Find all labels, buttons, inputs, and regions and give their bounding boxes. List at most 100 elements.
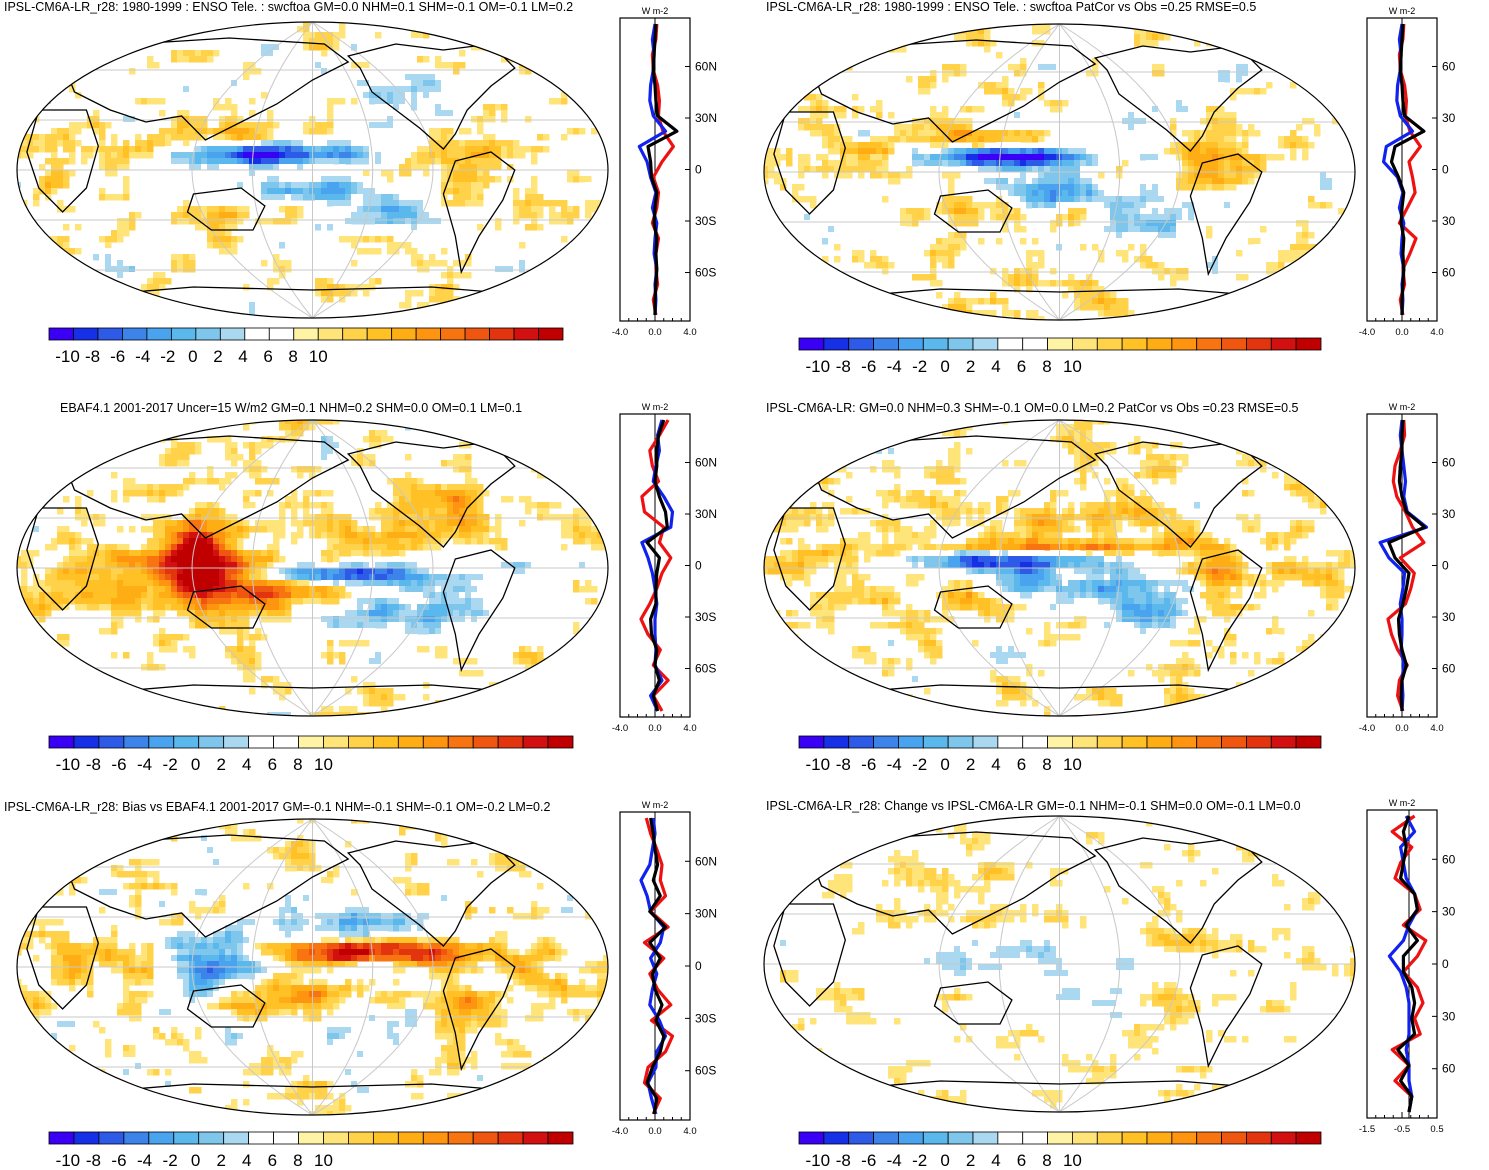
map-cell (1080, 148, 1087, 155)
map-cell (798, 196, 805, 203)
map-cell (852, 154, 859, 161)
map-cell (816, 226, 823, 233)
map-cell (846, 100, 853, 107)
map-cell (1164, 196, 1171, 203)
map-cell (315, 206, 322, 213)
map-cell (393, 74, 400, 81)
map-cell (1020, 226, 1027, 233)
map-cell (423, 152, 430, 159)
map-cell (117, 236, 124, 243)
map-cell (888, 262, 895, 269)
map-cell (1008, 310, 1015, 317)
map-cell (1272, 262, 1279, 269)
map-cell (1212, 304, 1219, 311)
map-cell (243, 134, 250, 141)
map-cell (942, 70, 949, 77)
map-cell (183, 128, 190, 135)
map-cell (762, 64, 769, 71)
map-cell (255, 188, 262, 195)
map-cell (171, 122, 178, 129)
map-cell (834, 220, 841, 227)
map-cell (1008, 190, 1015, 197)
map-cell (375, 194, 382, 201)
map-cell (429, 212, 436, 219)
map-cell (351, 98, 358, 105)
map-cell (201, 290, 208, 297)
map-cell (912, 250, 919, 257)
map-cell (864, 22, 871, 29)
map-cell (1200, 22, 1207, 29)
map-cell (1200, 142, 1207, 149)
map-cell (513, 266, 520, 273)
map-cell (1266, 286, 1273, 293)
map-cell (1272, 208, 1279, 215)
map-cell (966, 292, 973, 299)
map-cell (1008, 184, 1015, 191)
map-cell (948, 202, 955, 209)
map-cell (33, 248, 40, 255)
map-cell (1134, 196, 1141, 203)
map-cell (1224, 196, 1231, 203)
map-cell (375, 188, 382, 195)
map-cell (1092, 124, 1099, 131)
map-cell (1086, 226, 1093, 233)
map-cell (972, 280, 979, 287)
map-cell (297, 176, 304, 183)
map-cell (303, 254, 310, 261)
map-cell (411, 104, 418, 111)
map-cell (924, 250, 931, 257)
map-cell (1104, 184, 1111, 191)
map-cell (297, 194, 304, 201)
map-cell (363, 248, 370, 255)
map-cell (1290, 244, 1297, 251)
map-cell (1116, 82, 1123, 89)
map-cell (906, 214, 913, 221)
map-cell (297, 242, 304, 249)
map-cell (954, 172, 961, 179)
map-cell (864, 160, 871, 167)
map-cell (561, 212, 568, 219)
map-cell (1206, 304, 1213, 311)
map-cell (429, 230, 436, 237)
map-cell (411, 248, 418, 255)
map-cell (960, 88, 967, 95)
map-cell (810, 52, 817, 59)
map-cell (531, 152, 538, 159)
map-cell (375, 218, 382, 225)
map-cell (15, 134, 22, 141)
map-cell (231, 146, 238, 153)
map-cell (822, 208, 829, 215)
map-cell (972, 214, 979, 221)
map-cell (768, 46, 775, 53)
map-cell (1206, 256, 1213, 263)
map-cell (303, 224, 310, 231)
map-cell (816, 100, 823, 107)
map-cell (1206, 130, 1213, 137)
colorbar-box (49, 328, 73, 340)
map-cell (1128, 184, 1135, 191)
map-cell (177, 152, 184, 159)
map-cell (405, 200, 412, 207)
map-cell (225, 212, 232, 219)
map-cell (840, 274, 847, 281)
map-cell (1176, 112, 1183, 119)
map-cell (828, 274, 835, 281)
map-cell (1008, 256, 1015, 263)
map-cell (177, 254, 184, 261)
map-cell (333, 170, 340, 177)
map-cell (573, 188, 580, 195)
map-cell (1134, 178, 1141, 185)
map-cell (345, 158, 352, 165)
map-cell (816, 130, 823, 137)
map-cell (918, 124, 925, 131)
map-cell (447, 152, 454, 159)
map-cell (1068, 172, 1075, 179)
map-cell (105, 170, 112, 177)
map-cell (423, 314, 430, 320)
map-cell (1188, 136, 1195, 143)
map-cell (1164, 226, 1171, 233)
map-cell (225, 230, 232, 237)
map-cell (363, 62, 370, 69)
map-cell (447, 278, 454, 285)
map-cell (1296, 100, 1303, 107)
